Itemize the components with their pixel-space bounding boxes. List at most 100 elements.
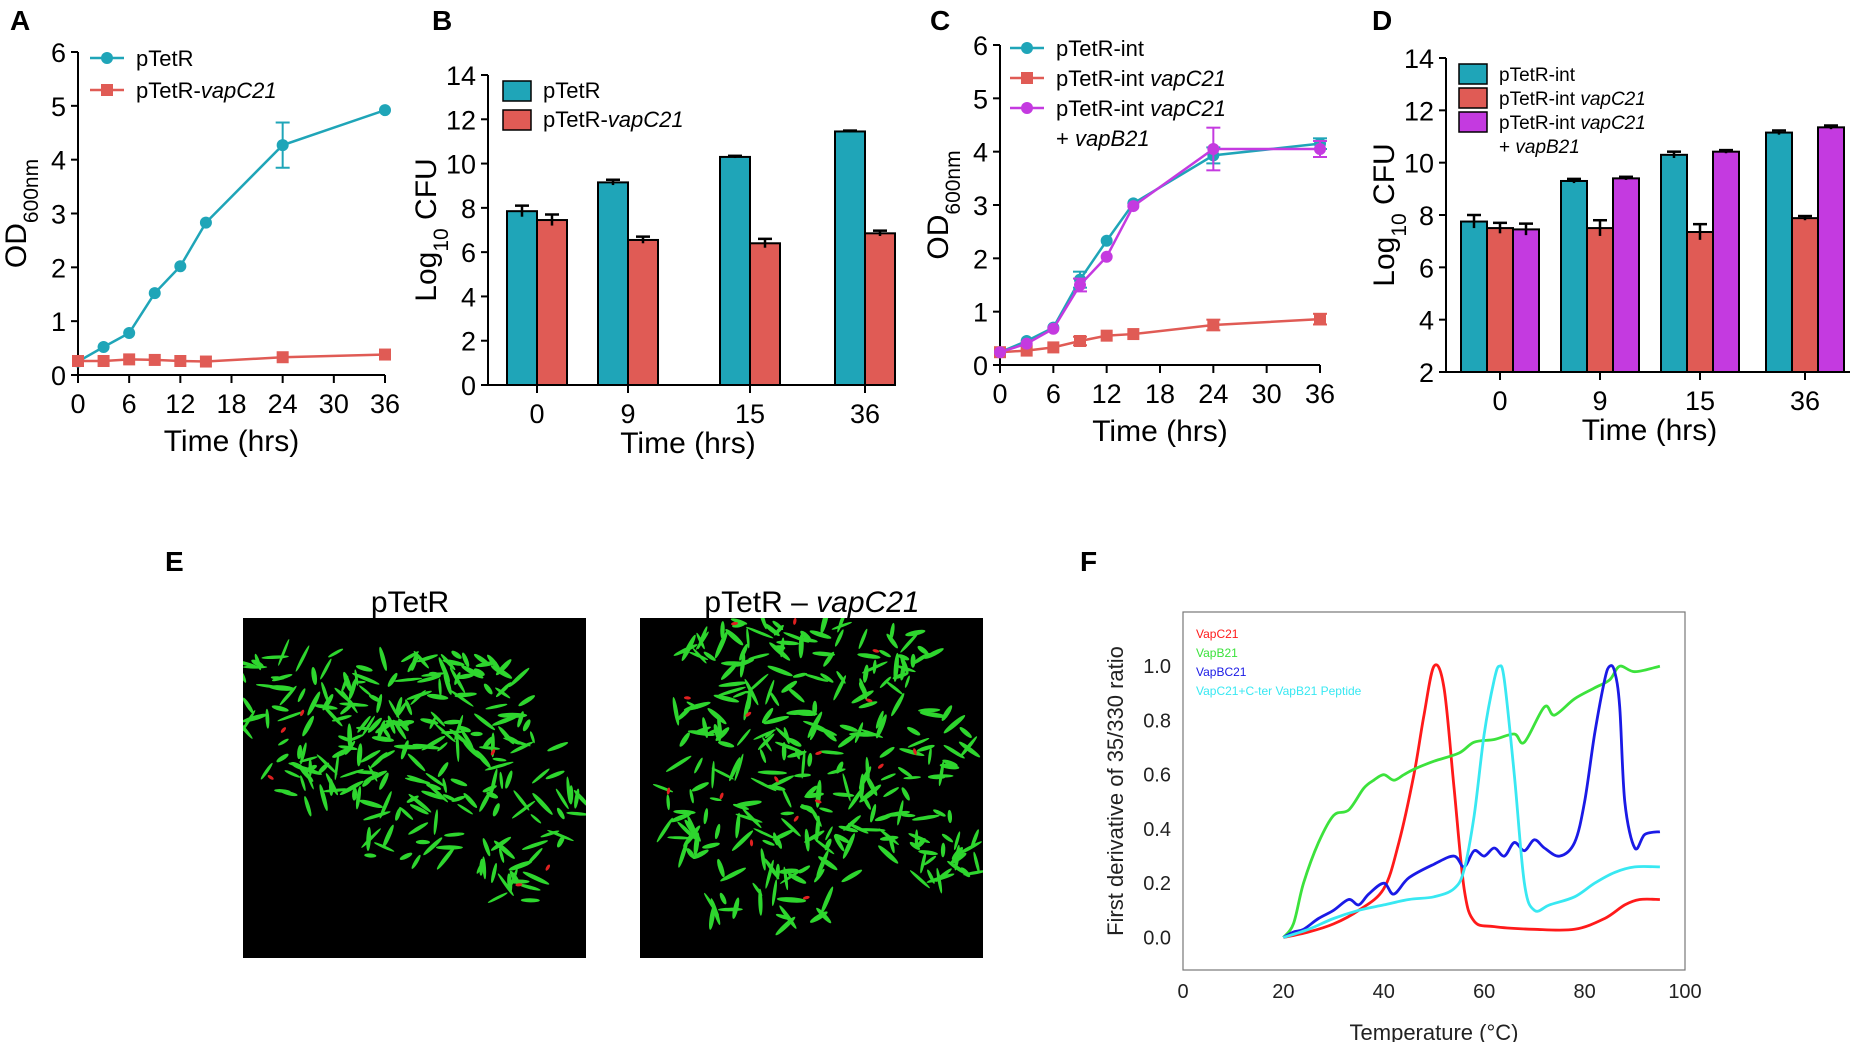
- y-axis-label-suffix: CFU: [1368, 143, 1401, 213]
- bacterial-cell: [918, 850, 938, 856]
- bacterial-cell: [941, 833, 954, 843]
- bacterial-cell: [518, 883, 541, 891]
- bacterial-cell: [958, 741, 981, 758]
- bacterial-cell: [691, 782, 709, 792]
- bacterial-cell: [764, 858, 780, 880]
- bacterial-cell: [746, 673, 769, 694]
- bacterial-cell: [545, 770, 565, 780]
- bacterial-cell: [739, 643, 748, 661]
- bacterial-cell: [900, 632, 919, 653]
- bacterial-cell: [821, 886, 834, 914]
- cells-ptetr-vapc21: [652, 618, 983, 936]
- data-point-marker: [123, 327, 136, 340]
- bacterial-cell: [732, 690, 749, 698]
- dead-cell: [815, 751, 822, 755]
- bacterial-cell: [361, 715, 375, 737]
- bacterial-cell: [838, 825, 859, 833]
- bacterial-cell: [482, 736, 494, 749]
- x-tick-label: 20: [1272, 981, 1294, 1003]
- bacterial-cell: [739, 653, 746, 678]
- bacterial-cell: [359, 799, 383, 809]
- microscopy-title-italic: vapC21: [816, 586, 919, 619]
- bacterial-cell: [438, 678, 442, 697]
- bacterial-cell: [490, 665, 513, 679]
- y-tick-label: 0: [51, 361, 66, 391]
- bacterial-cell: [746, 628, 750, 649]
- bacterial-cell: [449, 728, 470, 747]
- bacterial-cell: [456, 673, 475, 680]
- data-point-marker: [199, 355, 212, 368]
- bacterial-cell: [377, 720, 386, 740]
- bacterial-cell: [901, 787, 910, 801]
- bacterial-cell: [339, 702, 369, 707]
- bacterial-cell: [809, 630, 832, 639]
- x-tick-label: 12: [165, 389, 195, 419]
- dead-cell: [545, 864, 551, 871]
- bacterial-cell: [363, 811, 391, 821]
- bacterial-cell: [387, 672, 398, 687]
- bacterial-cell: [919, 711, 948, 718]
- dead-cell: [280, 727, 287, 733]
- bacterial-cell: [769, 691, 780, 706]
- bacterial-cell: [479, 790, 491, 812]
- data-point-marker: [123, 353, 136, 366]
- bacterial-cell: [482, 856, 487, 880]
- y-tick-label: 3: [51, 200, 66, 230]
- y-tick-label: 12: [1404, 96, 1434, 126]
- bacterial-cell: [265, 708, 270, 729]
- bacterial-cell: [443, 671, 452, 695]
- y-axis-label-sub: 10: [430, 228, 453, 251]
- y-tick-label: 4: [51, 146, 66, 176]
- bacterial-cell: [803, 720, 825, 729]
- legend-label: VapB21: [1196, 646, 1238, 660]
- bacterial-cell: [903, 776, 921, 780]
- legend-label-italic: vapC21: [1580, 89, 1646, 110]
- bacterial-cell: [714, 630, 728, 659]
- x-axis-label: Time (hrs): [620, 427, 756, 460]
- bacterial-cell: [347, 723, 353, 750]
- bacterial-cell: [508, 667, 530, 687]
- bacterial-cell: [319, 784, 328, 812]
- bacterial-cell: [709, 904, 716, 930]
- data-point-marker: [1127, 328, 1140, 341]
- bacterial-cell: [454, 692, 477, 698]
- bacterial-cell: [695, 631, 709, 650]
- bacterial-cell: [939, 763, 960, 770]
- bacterial-cell: [417, 675, 441, 683]
- bacterial-cell: [897, 654, 910, 661]
- bacterial-cell: [497, 873, 514, 897]
- x-tick-label: 36: [1790, 386, 1820, 416]
- legend-label-plain: pTetR-int: [1056, 96, 1150, 121]
- y-tick-label: 1.0: [1143, 656, 1171, 678]
- bacterial-cell: [870, 803, 877, 823]
- bacterial-cell: [331, 715, 352, 722]
- bacterial-cell: [915, 838, 926, 849]
- bacterial-cell: [678, 840, 688, 868]
- y-tick-label: 1: [973, 298, 988, 328]
- bacterial-cell: [776, 640, 800, 646]
- x-tick-label: 36: [1305, 379, 1335, 409]
- legend-label: VapC21+C-ter VapB21 Peptide: [1196, 684, 1362, 698]
- bacterial-cell: [290, 761, 305, 771]
- bacterial-cell: [973, 851, 980, 874]
- bacterial-cell: [449, 689, 474, 707]
- x-tick-label: 40: [1373, 981, 1395, 1003]
- bacterial-cell: [786, 709, 813, 715]
- bacterial-cell: [834, 833, 850, 844]
- legend-label-plain: pTetR-int: [1056, 66, 1150, 91]
- bacterial-cell: [833, 675, 847, 701]
- bacterial-cell: [694, 757, 703, 774]
- bacterial-cell: [816, 850, 829, 878]
- bacterial-cell: [433, 809, 438, 835]
- bacterial-cell: [970, 829, 979, 849]
- bacterial-cell: [681, 634, 696, 662]
- bacterial-cell: [483, 683, 493, 695]
- bacterial-cell: [924, 648, 944, 659]
- microscopy-title-ptetr-vapc21: pTetR – vapC21: [704, 586, 919, 619]
- bacterial-cell: [479, 746, 501, 750]
- bacterial-cell: [297, 688, 306, 703]
- data-point-marker: [1020, 337, 1033, 350]
- legend-label-plain: pTetR-int: [1499, 65, 1576, 86]
- x-tick-label: 30: [1252, 379, 1282, 409]
